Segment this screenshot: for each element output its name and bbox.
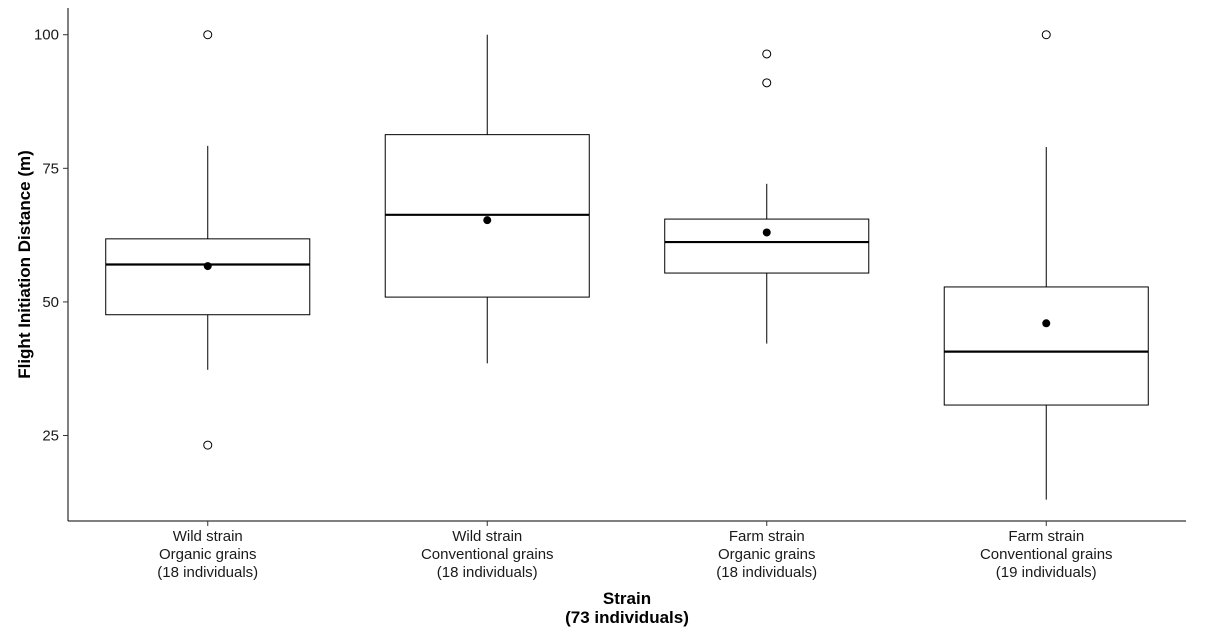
y-axis-ticks: 25 50 75 100 — [34, 27, 68, 445]
box-group — [384, 34, 590, 364]
x-tick-label-line: (18 individuals) — [716, 564, 817, 581]
x-tick-label-line: Organic grains — [718, 546, 816, 563]
x-axis-title-line: (73 individuals) — [565, 608, 689, 627]
outlier-point — [203, 440, 213, 450]
y-tick-label: 25 — [42, 428, 59, 445]
x-tick-label-line: Wild strain — [173, 528, 243, 545]
box-group — [664, 49, 870, 344]
outlier-point — [762, 49, 772, 59]
mean-point — [762, 228, 771, 237]
box-iqr — [664, 218, 870, 274]
x-axis-title-line: Strain — [603, 589, 651, 608]
x-tick-label-line: (18 individuals) — [437, 564, 538, 581]
box-group — [105, 30, 311, 450]
box-iqr — [943, 286, 1149, 406]
x-tick-label-line: (19 individuals) — [996, 564, 1097, 581]
box-group — [943, 30, 1149, 500]
y-tick-label: 75 — [42, 160, 59, 177]
x-tick-label-line: Farm strain — [729, 528, 805, 545]
y-tick-label: 50 — [42, 294, 59, 311]
mean-point — [483, 216, 492, 225]
x-tick-label: Wild strain Conventional grains (18 indivi… — [421, 528, 554, 581]
x-tick-label-line: (18 individuals) — [157, 564, 258, 581]
outlier-point — [1041, 30, 1051, 40]
x-tick-label-line: Conventional grains — [421, 546, 554, 563]
y-axis-title: Flight Initiation Distance (m) — [15, 150, 34, 379]
outlier-point — [762, 78, 772, 88]
x-tick-label: Farm strain Organic grains (18 individuals… — [716, 528, 817, 581]
mean-point — [203, 262, 212, 271]
x-tick-label-line: Conventional grains — [980, 546, 1113, 563]
mean-point — [1042, 319, 1051, 328]
y-tick-label: 100 — [34, 27, 59, 44]
x-tick-label: Farm strain Conventional grains (19 indivi… — [980, 528, 1113, 581]
outlier-point — [203, 30, 213, 40]
x-tick-label-line: Wild strain — [452, 528, 522, 545]
x-axis-ticks: Wild strain Organic grains (18 individuals… — [157, 521, 1113, 581]
x-tick-label-line: Farm strain — [1008, 528, 1084, 545]
x-tick-label-line: Organic grains — [159, 546, 257, 563]
x-tick-label: Wild strain Organic grains (18 individuals… — [157, 528, 258, 581]
x-axis-title: Strain (73 individuals) — [565, 589, 689, 627]
boxes-layer — [105, 30, 1149, 500]
box-iqr — [105, 238, 311, 316]
